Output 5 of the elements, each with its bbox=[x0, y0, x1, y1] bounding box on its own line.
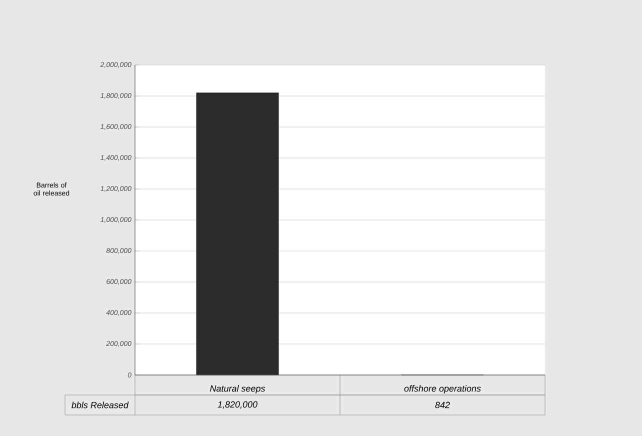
x-tick-label: Natural seeps bbox=[210, 385, 266, 394]
x-tick-label: offshore operations bbox=[404, 385, 481, 394]
text: bbls Released bbox=[72, 402, 129, 408]
data-label: 1,820,000 bbox=[218, 401, 258, 409]
data-label: 842 bbox=[435, 402, 450, 408]
